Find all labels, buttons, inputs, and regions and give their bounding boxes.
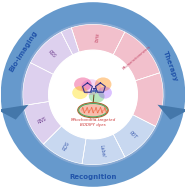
Wedge shape <box>113 115 155 157</box>
Wedge shape <box>21 22 165 167</box>
Text: Label: Label <box>99 144 105 158</box>
Wedge shape <box>113 32 160 81</box>
Text: RSS: RSS <box>48 49 57 59</box>
Ellipse shape <box>74 77 92 91</box>
Text: B: B <box>92 89 95 93</box>
Ellipse shape <box>78 103 108 118</box>
Text: F: F <box>90 90 93 94</box>
Ellipse shape <box>89 90 105 103</box>
Wedge shape <box>132 73 163 126</box>
Polygon shape <box>0 105 28 120</box>
Text: Therapy: Therapy <box>162 50 179 83</box>
Text: Mitochondria-targeted
BODIPY dyes: Mitochondria-targeted BODIPY dyes <box>70 119 116 127</box>
Text: F: F <box>95 90 97 94</box>
Wedge shape <box>43 126 86 164</box>
Text: Bio-imaging: Bio-imaging <box>8 29 39 73</box>
Wedge shape <box>1 2 185 187</box>
Ellipse shape <box>81 79 101 95</box>
Circle shape <box>49 50 137 139</box>
Polygon shape <box>158 105 186 120</box>
Wedge shape <box>23 63 54 105</box>
Text: Ions: Ions <box>95 33 101 43</box>
Ellipse shape <box>80 105 106 116</box>
Wedge shape <box>24 101 62 144</box>
Text: RNS: RNS <box>37 116 47 125</box>
Wedge shape <box>71 24 125 55</box>
Ellipse shape <box>98 87 112 99</box>
Text: Microenvironments: Microenvironments <box>122 45 152 71</box>
Wedge shape <box>82 134 125 165</box>
Ellipse shape <box>95 77 111 91</box>
Wedge shape <box>61 28 79 55</box>
Text: ROS: ROS <box>62 140 71 151</box>
Text: PDT: PDT <box>129 130 138 140</box>
Ellipse shape <box>72 86 88 99</box>
Text: Recognition: Recognition <box>69 174 117 180</box>
Wedge shape <box>31 32 73 74</box>
